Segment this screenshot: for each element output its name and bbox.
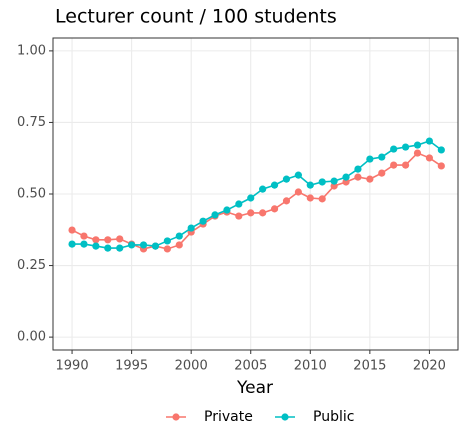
data-point — [139, 241, 148, 249]
data-point — [282, 197, 291, 205]
y-tick-label: 0.50 — [17, 187, 46, 202]
data-point — [366, 175, 374, 183]
data-point — [401, 143, 410, 151]
data-point — [92, 236, 100, 244]
data-point — [68, 240, 76, 248]
data-point — [235, 200, 243, 208]
data-point — [270, 181, 279, 189]
data-point — [223, 206, 231, 214]
data-point — [306, 181, 314, 189]
data-point — [259, 209, 267, 217]
x-axis-label: Year — [236, 378, 273, 398]
data-point — [390, 161, 398, 169]
data-point — [401, 161, 410, 169]
data-point — [306, 194, 314, 202]
data-point — [199, 217, 207, 225]
data-point — [354, 173, 362, 181]
x-tick-label: 2020 — [413, 359, 446, 374]
data-point — [247, 194, 255, 202]
y-tick-label: 0.75 — [17, 115, 46, 130]
x-tick-label: 1995 — [115, 359, 148, 374]
y-tick-label: 0.00 — [17, 330, 46, 345]
data-point — [437, 162, 445, 170]
legend-label: Private — [204, 409, 253, 423]
data-point — [437, 146, 445, 154]
data-point — [175, 241, 183, 249]
data-point — [378, 153, 386, 161]
data-point — [270, 205, 279, 213]
data-point — [294, 171, 302, 179]
data-point — [247, 209, 255, 217]
x-tick-label: 2015 — [353, 359, 386, 374]
data-point — [390, 145, 398, 153]
data-point — [378, 169, 386, 177]
data-point — [318, 195, 326, 203]
data-point — [68, 226, 76, 234]
x-tick-label: 2005 — [234, 359, 267, 374]
data-point — [259, 185, 267, 193]
data-point — [330, 177, 338, 185]
data-point — [175, 232, 183, 240]
data-point — [116, 235, 124, 243]
data-point — [282, 175, 291, 183]
x-tick-label: 2010 — [294, 359, 327, 374]
data-point — [151, 242, 160, 250]
x-tick-label: 2000 — [175, 359, 208, 374]
data-point — [294, 188, 302, 196]
data-point — [354, 165, 362, 173]
data-point — [80, 240, 88, 248]
data-point — [80, 232, 88, 240]
data-point — [116, 244, 124, 252]
y-tick-label: 0.25 — [17, 258, 46, 273]
chart-title: Lecturer count / 100 students — [55, 6, 337, 28]
data-point — [92, 242, 100, 250]
legend-key-point — [281, 413, 289, 421]
data-point — [413, 149, 422, 157]
x-tick-label: 1990 — [56, 359, 89, 374]
data-point — [425, 137, 434, 145]
data-point — [318, 178, 326, 186]
data-point — [104, 236, 112, 244]
legend-key-point — [172, 413, 180, 421]
legend-label: Public — [313, 409, 354, 423]
data-point — [128, 241, 136, 249]
data-point — [413, 141, 422, 149]
data-point — [104, 244, 112, 252]
data-point — [366, 155, 374, 163]
data-point — [163, 237, 171, 245]
data-point — [187, 224, 195, 232]
panel-border — [52, 37, 459, 351]
data-point — [211, 211, 219, 219]
data-point — [235, 212, 243, 220]
data-point — [163, 245, 171, 253]
data-point — [342, 173, 350, 181]
data-point — [425, 154, 434, 162]
y-tick-label: 1.00 — [17, 43, 46, 58]
